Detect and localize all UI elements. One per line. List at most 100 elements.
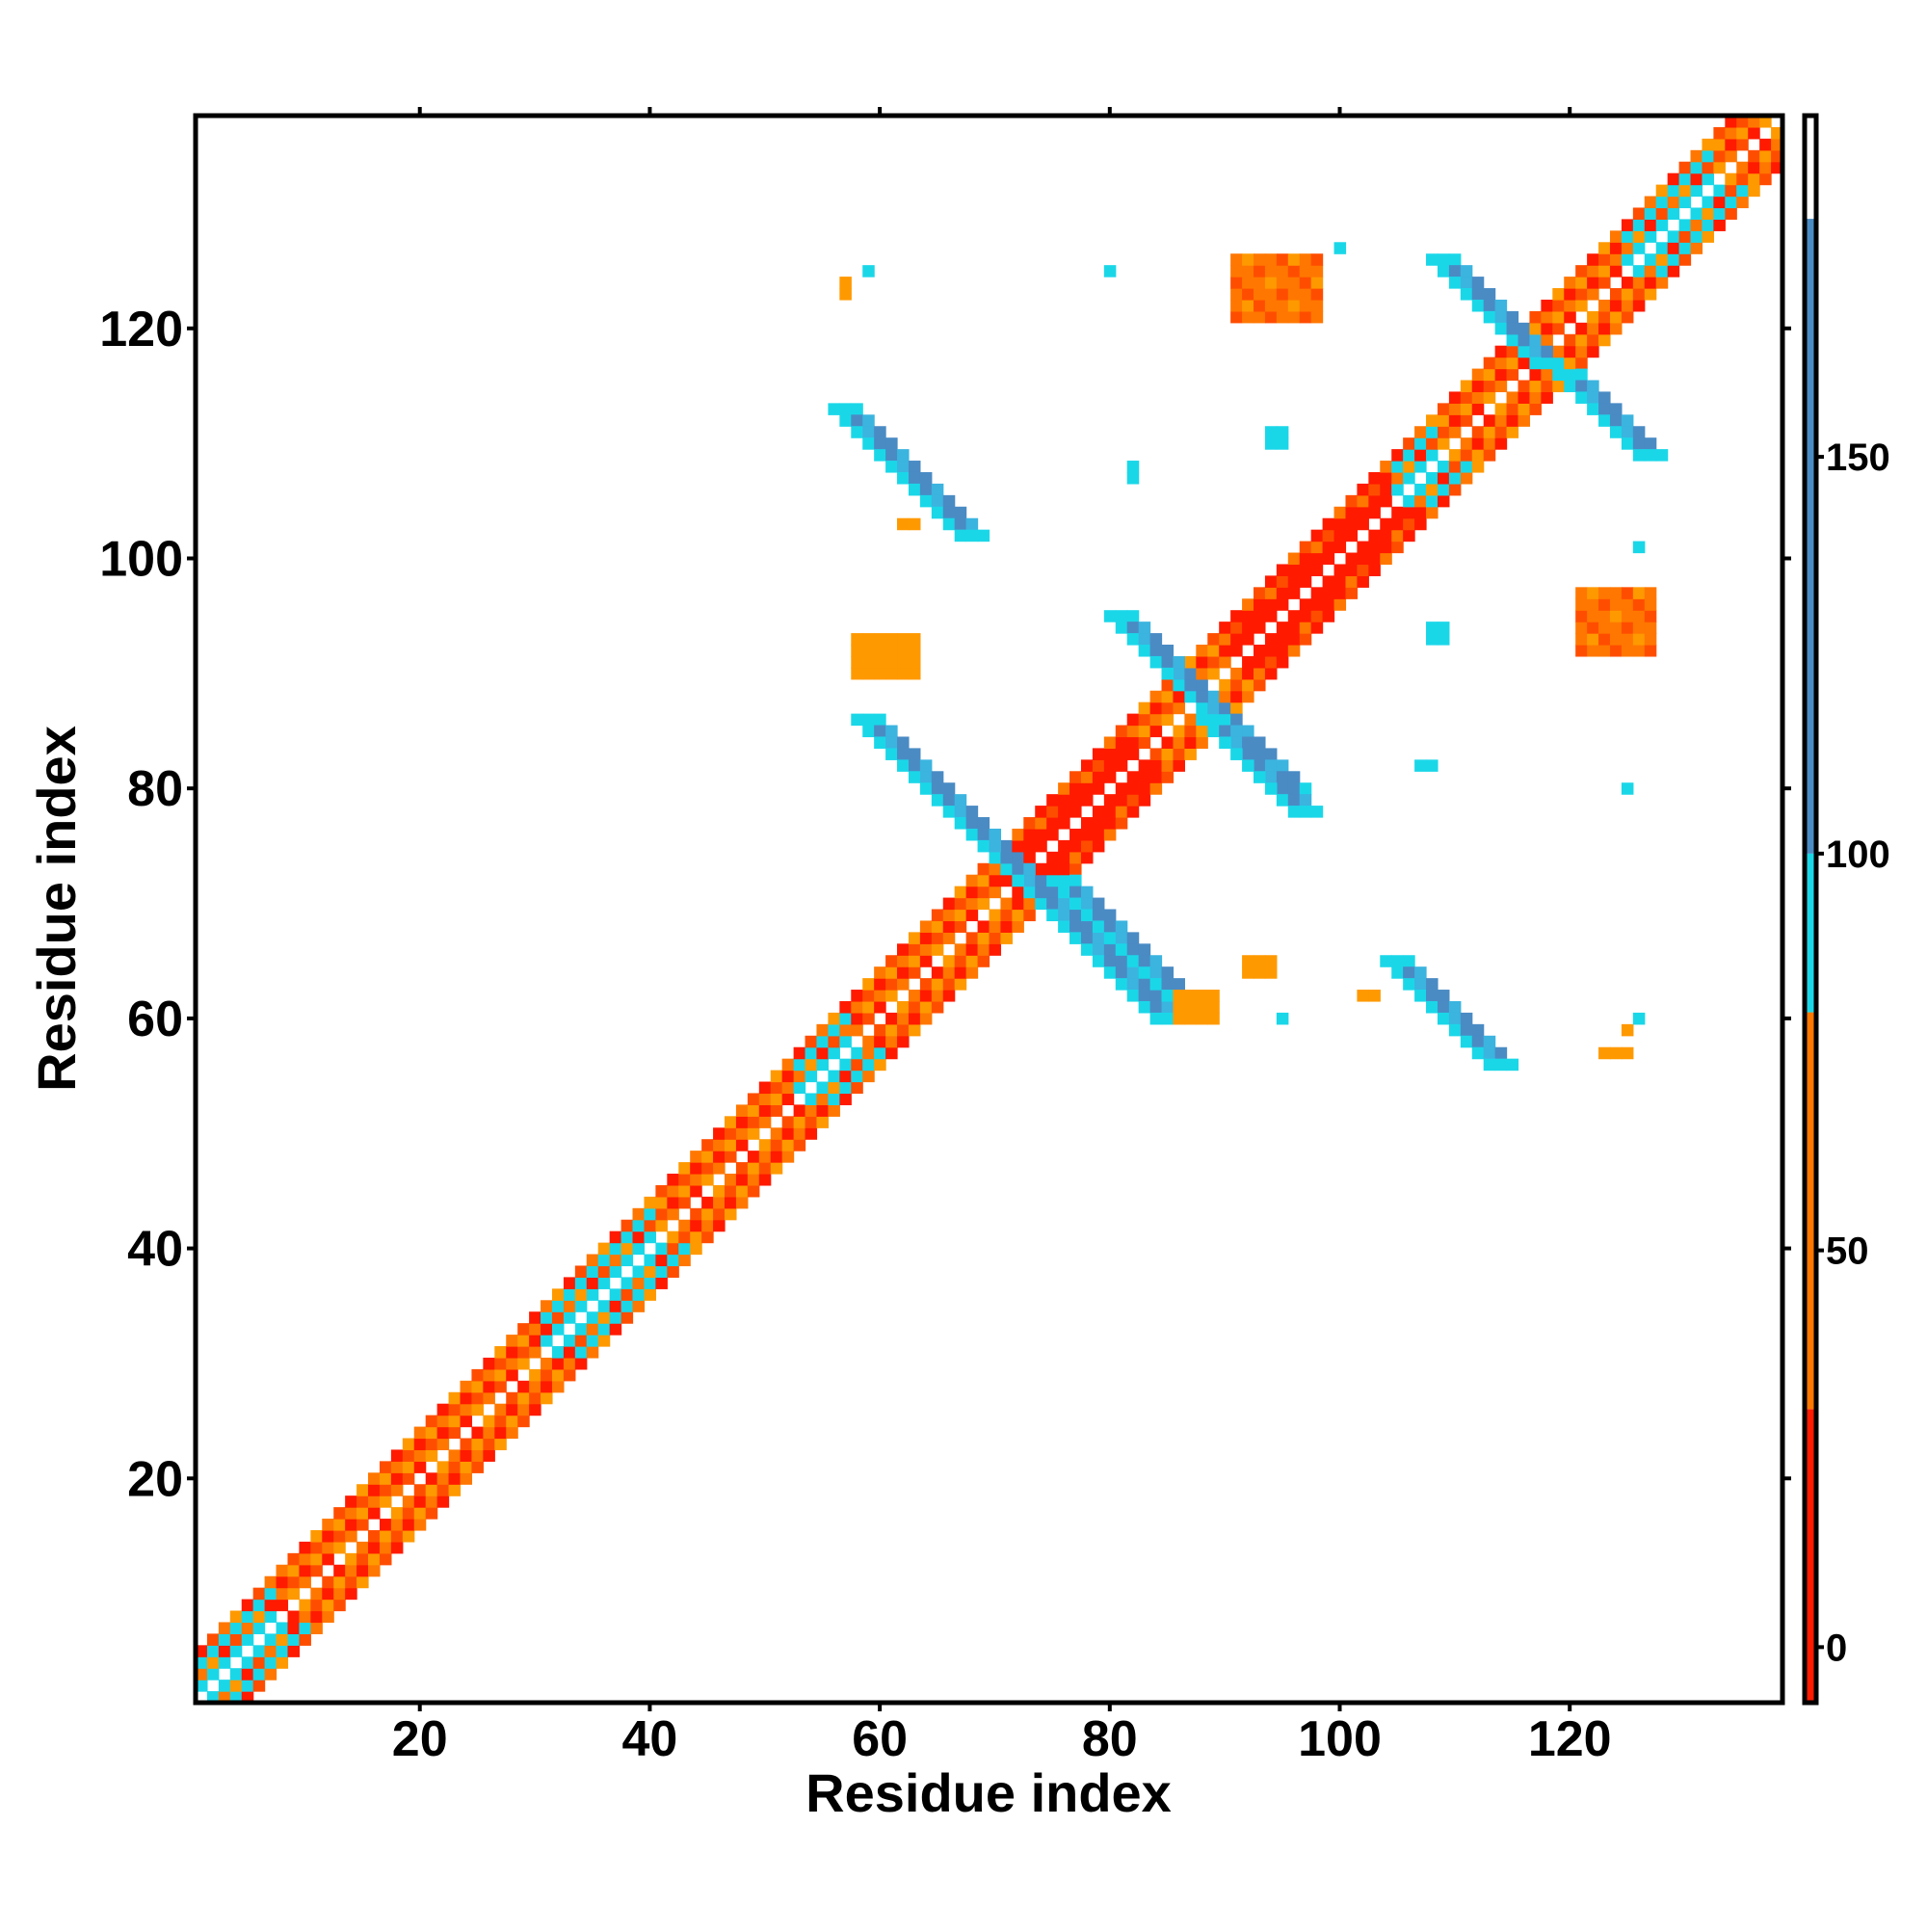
heatmap-cell [908, 1000, 921, 1014]
heatmap-cell [839, 1023, 852, 1037]
heatmap-cell [1080, 897, 1094, 911]
heatmap-cell [667, 1254, 679, 1267]
heatmap-cell [1012, 851, 1024, 864]
heatmap-cell [851, 1081, 863, 1095]
heatmap-cell [747, 1116, 760, 1128]
heatmap-cell [1690, 172, 1703, 186]
heatmap-cell [1391, 506, 1404, 519]
heatmap-cell [954, 955, 967, 967]
heatmap-cell [402, 1472, 415, 1485]
y-tick-label: 40 [127, 1222, 183, 1278]
heatmap-cell [1046, 851, 1059, 864]
heatmap-cell [299, 1541, 311, 1554]
heatmap-cell [563, 1346, 576, 1359]
heatmap-cell [1092, 759, 1105, 772]
heatmap-cell [1196, 678, 1208, 692]
heatmap-cell [1242, 667, 1254, 680]
heatmap-cell [252, 1645, 266, 1657]
heatmap-cell [1403, 529, 1415, 543]
heatmap-cell [1299, 541, 1312, 554]
heatmap-cell [1276, 253, 1289, 266]
heatmap-cell [609, 1311, 622, 1324]
heatmap-cell [1173, 678, 1185, 692]
heatmap-cell [1506, 414, 1519, 427]
heatmap-cell [1264, 437, 1278, 450]
heatmap-cell [483, 1438, 495, 1451]
heatmap-cell [1299, 310, 1312, 324]
heatmap-cell [345, 1575, 357, 1589]
heatmap-cell [1230, 645, 1243, 657]
heatmap-cell [931, 1000, 944, 1014]
heatmap-cell [1184, 690, 1197, 703]
heatmap-cell [402, 1519, 415, 1531]
heatmap-cell [1103, 909, 1117, 922]
heatmap-cell [620, 1300, 634, 1312]
heatmap-cell [885, 736, 898, 750]
heatmap-cell [942, 782, 956, 795]
heatmap-cell [1310, 564, 1324, 576]
heatmap-cell [1103, 759, 1117, 772]
heatmap-cell [644, 1277, 656, 1289]
heatmap-cell [1115, 622, 1128, 634]
heatmap-cell [1103, 932, 1117, 944]
heatmap-cell [1725, 126, 1737, 140]
heatmap-cell [1310, 310, 1324, 324]
heatmap-cell [1380, 517, 1392, 531]
heatmap-cell [1518, 345, 1531, 358]
heatmap-cell [816, 1081, 830, 1095]
heatmap-cell [1575, 345, 1588, 358]
heatmap-cell [1541, 357, 1553, 370]
heatmap-cell [1126, 771, 1140, 783]
heatmap-cell [1471, 391, 1485, 404]
heatmap-cell [368, 1484, 381, 1496]
heatmap-cell [793, 1116, 806, 1128]
heatmap-cell [758, 1081, 772, 1095]
heatmap-cell [1621, 437, 1634, 450]
heatmap-cell [1092, 943, 1105, 956]
heatmap-cell [471, 1449, 484, 1462]
heatmap-cell [931, 966, 944, 979]
heatmap-cell [1471, 1046, 1485, 1060]
heatmap-cell [1529, 391, 1542, 404]
heatmap-cell [529, 1391, 541, 1405]
heatmap-cell [885, 966, 898, 979]
heatmap-cell [551, 1357, 565, 1370]
heatmap-cell [1621, 277, 1634, 289]
x-tick-label: 20 [392, 1711, 448, 1767]
heatmap-cell [586, 1346, 599, 1359]
heatmap-cell [1254, 748, 1266, 760]
heatmap-cell [1414, 437, 1427, 450]
heatmap-cell [1023, 862, 1036, 876]
heatmap-cell [1368, 494, 1381, 508]
heatmap-cell [1264, 771, 1278, 783]
heatmap-cell [1564, 345, 1576, 358]
heatmap-cell [1529, 357, 1542, 370]
heatmap-cell [1357, 506, 1369, 519]
heatmap-cell [655, 1265, 668, 1279]
heatmap-cell [1103, 955, 1117, 967]
heatmap-cell [1196, 1012, 1208, 1025]
heatmap-cell [299, 1610, 311, 1624]
heatmap-cells [196, 116, 1783, 1704]
heatmap-cell [1299, 633, 1312, 646]
heatmap-cell [862, 1070, 875, 1083]
heatmap-cell [1092, 817, 1105, 830]
heatmap-cell [1541, 345, 1553, 358]
colorbar-tick-label: 100 [1826, 834, 1890, 876]
heatmap-cell [1448, 414, 1462, 427]
heatmap-cell [781, 1058, 795, 1072]
heatmap-cell [770, 1162, 783, 1175]
heatmap-cell [1310, 529, 1324, 543]
plot-frame [193, 113, 1785, 1706]
heatmap-cell [1207, 633, 1220, 646]
heatmap-cell [1149, 990, 1163, 1002]
heatmap-cell [1702, 207, 1714, 221]
heatmap-cell [1736, 126, 1749, 140]
heatmap-cell [851, 1058, 863, 1072]
colorbar-band [1805, 853, 1816, 1013]
heatmap-cell [851, 713, 863, 727]
heatmap-cell [1575, 357, 1588, 370]
heatmap-cell [1254, 265, 1266, 278]
heatmap-cell [1471, 380, 1485, 393]
heatmap-cell [206, 1656, 220, 1669]
